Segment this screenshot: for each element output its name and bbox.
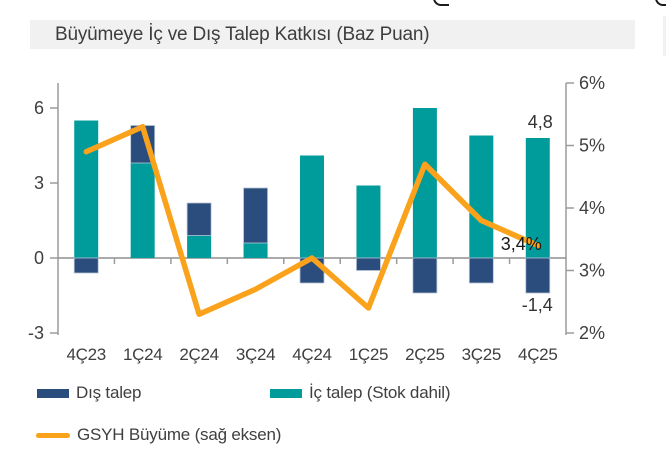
left-axis-tick-label: -3 [28, 323, 44, 343]
x-axis-label-4Ç23: 4Ç23 [66, 345, 105, 364]
right-axis-tick-label: 5% [579, 136, 605, 156]
bar-ic-talep-3Ç25 [469, 135, 494, 258]
x-axis-label-3Ç25: 3Ç25 [462, 345, 501, 364]
gsyh-buyume-line [83, 124, 541, 317]
legend-item-dis-talep: Dış talep [37, 383, 142, 402]
bar-ic-talep-4Ç25 [525, 138, 550, 258]
x-axis-label-4Ç25: 4Ç25 [518, 345, 557, 364]
ic-talep-swatch [270, 388, 302, 398]
bar-dis-talep-3Ç24 [243, 187, 268, 244]
bar-ic-talep-1Ç24 [130, 163, 155, 258]
bar-dis-talep-1Ç25 [356, 257, 381, 271]
bar-dis-talep-2Ç24 [186, 202, 212, 236]
chart-plot: 6 3 0 -3 6% 5% 4% 3% 2% 4Ç23 1Ç24 2Ç24 3Ç24 4Ç24 1Ç25 2… [28, 73, 605, 364]
x-axis-label-1Ç24: 1Ç24 [123, 345, 162, 364]
dis-talep-swatch [37, 388, 69, 398]
legend-item-ic-talep: İç talep (Stok dahil) [270, 383, 451, 402]
legend-label-dis-talep: Dış talep [76, 383, 142, 402]
gsyh-line-swatch [36, 432, 70, 438]
right-axis-tick-label: 4% [579, 198, 605, 218]
x-axis-label-3Ç24: 3Ç24 [236, 345, 275, 364]
bar-ic-talep-2Ç24 [187, 235, 212, 258]
x-axis-label-4Ç24: 4Ç24 [292, 345, 331, 364]
bar-ic-talep-4Ç24 [300, 155, 324, 258]
bar-ic-talep-4Ç23 [74, 120, 99, 258]
legend-item-gsyh: GSYH Büyüme (sağ eksen) [36, 425, 282, 444]
bar-ic-talep-3Ç24 [243, 243, 268, 258]
bar-dis-talep-2Ç25 [412, 257, 438, 294]
annotation-gsyh-value: 3,4% [501, 234, 542, 254]
right-axis-tick-label: 2% [579, 323, 605, 343]
annotation-ic-talep-value: 4,8 [528, 112, 553, 132]
chart-title-bar: Büyümeye İç ve Dış Talep Katkısı (Baz Pu… [30, 20, 635, 49]
x-axis-label-1Ç25: 1Ç25 [349, 345, 388, 364]
x-axis-label-2Ç24: 2Ç24 [179, 345, 218, 364]
cropped-text-fragment [655, 0, 666, 6]
bar-dis-talep-4Ç23 [73, 257, 99, 274]
right-axis-tick-label: 3% [579, 261, 605, 281]
chart-title: Büyümeye İç ve Dış Talep Katkısı (Baz Pu… [55, 23, 430, 45]
annotation-dis-talep-value: -1,4 [522, 295, 553, 315]
bar-ic-talep-1Ç25 [356, 185, 381, 258]
bar-dis-talep-4Ç25 [525, 257, 551, 294]
right-axis-tick-label: 6% [579, 73, 605, 93]
adjacent-panel-edge [663, 16, 666, 56]
left-axis-tick-label: 3 [34, 173, 44, 193]
legend-label-ic-talep: İç talep (Stok dahil) [309, 383, 451, 402]
bar-dis-talep-3Ç25 [468, 257, 494, 284]
left-axis-tick-label: 6 [34, 98, 44, 118]
x-axis-label-2Ç25: 2Ç25 [405, 345, 444, 364]
cropped-text-fragment [433, 0, 449, 6]
left-axis-tick-label: 0 [34, 248, 44, 268]
legend-label-gsyh: GSYH Büyüme (sağ eksen) [77, 425, 282, 444]
